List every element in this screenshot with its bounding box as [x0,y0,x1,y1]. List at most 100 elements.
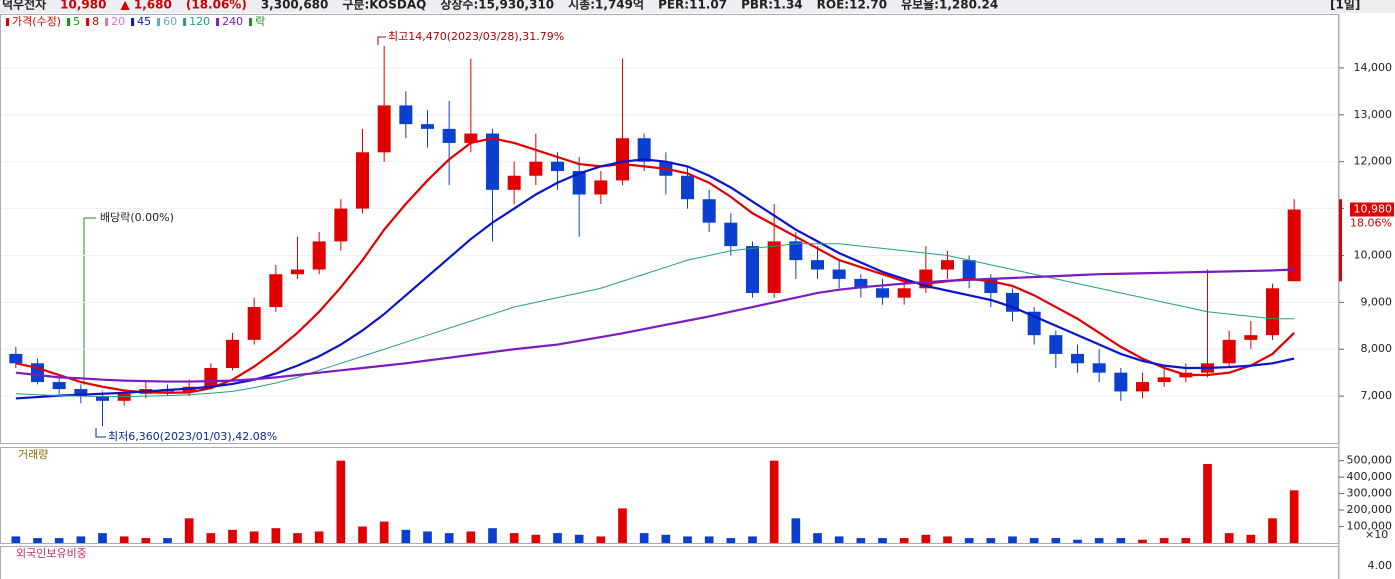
candle-body [312,241,326,270]
volume-bar [1203,463,1212,543]
header-item: PBR:1.34 [741,0,803,12]
volume-bar [98,533,107,543]
candle-body [789,241,803,261]
volume-bar [271,528,281,543]
ma-line [15,268,1295,383]
candle-body [204,367,218,387]
candle-body [746,246,759,293]
header-item: PER:11.07 [658,0,727,12]
volume-bar [574,534,584,543]
volume-bar [33,538,42,543]
volume-bar [379,521,389,543]
legend-swatch [157,18,161,26]
candle-body [291,269,304,275]
volume-bar [899,538,909,543]
high-arrow [377,36,386,45]
candle-body [247,307,261,340]
candle-body [421,124,434,129]
volume-bar [986,538,996,543]
volume-bar [1181,538,1191,543]
volume-bar [444,533,454,543]
volume-bar [1159,538,1169,543]
last-change: 18.06% [1350,217,1392,230]
candle-body [962,260,976,279]
candle-body [897,288,911,298]
volume-bar [748,536,757,543]
legend-item: 8 [92,15,99,28]
candle-body [681,175,694,200]
volume-bar [553,533,562,543]
header-item: 3,300,680 [261,0,329,12]
volume-bar [943,536,952,543]
volume-bar [964,538,974,543]
volume-bar [1008,536,1017,543]
legend-item: 20 [111,15,125,28]
legend-swatch [183,18,187,26]
y-tick-label: 200,000 [1347,503,1393,516]
volume-bar [661,534,671,543]
volume-panel [0,447,1339,544]
y-tick-label: 14,000 [1354,61,1393,74]
legend-swatch [216,18,220,26]
candle-body [811,260,824,270]
volume-bar [683,536,692,543]
volume-bar [358,526,367,543]
candle-body [1287,209,1301,282]
volume-bar [76,536,86,543]
candle-body [442,128,456,143]
header-item: 구분:KOSDAQ [342,0,426,12]
volume-bar [618,508,627,543]
volume-bar [726,538,736,543]
candle-body [1266,288,1279,336]
candle-body [464,133,478,143]
volume-bar [54,538,64,543]
candle-body [1049,335,1063,354]
candle-body [356,152,369,209]
y-tick-label: 8,000 [1361,342,1393,355]
volume-bar [856,538,866,543]
high-label: 최고14,470(2023/03/28),31.79% [388,30,564,43]
y-tick-label: 100,000 [1347,520,1393,533]
price-range-bar [1339,199,1342,282]
candle-body [832,269,846,279]
legend-item: 60 [163,15,177,28]
candle-body [637,138,651,162]
volume-bar [531,534,541,543]
period[interactable]: [1일] [1330,0,1360,12]
volume-bar [11,536,21,543]
volume-bar [314,531,324,543]
candle-body [1071,353,1084,364]
volume-bar [704,536,714,543]
legend-swatch [249,18,253,26]
volume-bar [119,536,129,543]
candle-body [724,222,738,247]
y-tick-label: 7,000 [1361,389,1393,402]
candle-body [1244,335,1258,340]
volume-bar [336,460,346,543]
volume-bar [1073,539,1082,543]
legend-swatch [105,18,109,26]
candle-body [74,389,88,397]
legend-swatch [131,18,135,26]
low-label: 최저6,360(2023/01/03),42.08% [108,430,277,443]
candle-body [1136,382,1149,392]
legend-item: 5 [73,15,80,28]
candle-body [334,208,348,242]
volume-bar [141,538,151,543]
candle-body [52,382,66,390]
header-item: 10,980 [60,0,106,12]
header-bar [0,0,1395,13]
volume-title: 거래량 [18,448,48,461]
volume-bar [813,533,822,543]
y-tick-label: 4.00 [1368,559,1393,572]
y-tick-label: 500,000 [1347,454,1393,467]
header-item: 시총:1,749억 [568,0,644,12]
y-tick-label: 13,000 [1354,108,1393,121]
volume-bar [1289,490,1299,543]
dividend-label: 배당락(0.00%) [100,211,174,224]
low-arrow [95,428,106,438]
candle-body [507,175,521,190]
candle-body [854,278,868,289]
volume-bar [791,518,801,543]
